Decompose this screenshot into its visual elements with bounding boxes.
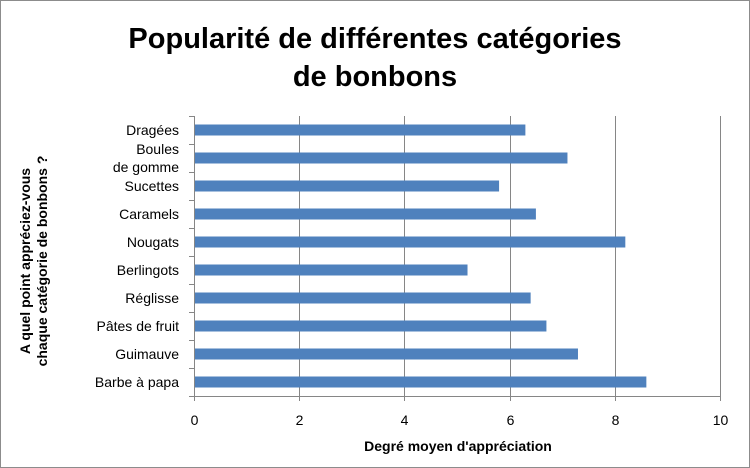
bar-8 [195, 348, 578, 360]
x-tick-label: 6 [507, 412, 515, 428]
y-category-label: de gomme [113, 159, 179, 175]
bar-4 [195, 236, 626, 248]
y-category-label: Boules [136, 141, 179, 157]
x-tick-label: 0 [191, 412, 199, 428]
bar-0 [195, 124, 526, 136]
y-axis-title-line-2: chaque catégorie de bonbons ? [34, 156, 50, 367]
y-axis-title: A quel point appréciez-vous chaque catég… [17, 156, 50, 367]
x-tick-label: 2 [296, 412, 304, 428]
bar-9 [195, 376, 647, 388]
y-category-label: Caramels [119, 206, 179, 222]
bar-layer [195, 124, 647, 388]
bar-5 [195, 264, 468, 276]
x-tick-label: 4 [401, 412, 409, 428]
chart-title-line-2: de bonbons [293, 61, 457, 93]
x-axis-title: Degré moyen d'appréciation [364, 438, 552, 454]
y-category-label: Réglisse [125, 290, 179, 306]
chart-title-line-1: Popularité de différentes catégories [128, 23, 621, 55]
x-tick-label: 8 [612, 412, 620, 428]
y-category-label: Nougats [127, 234, 179, 250]
bar-6 [195, 292, 531, 304]
x-tick-label: 10 [713, 412, 729, 428]
y-category-label: Berlingots [117, 262, 179, 278]
y-category-label: Barbe à papa [95, 374, 179, 390]
bar-2 [195, 180, 500, 192]
bar-1 [195, 152, 568, 164]
y-category-label: Dragées [126, 122, 179, 138]
y-category-label: Pâtes de fruit [97, 318, 180, 334]
bar-7 [195, 320, 547, 332]
bar-3 [195, 208, 536, 220]
y-category-label: Sucettes [125, 178, 179, 194]
y-axis-title-line-1: A quel point appréciez-vous [17, 168, 33, 354]
axis-layer: 0 2 4 6 8 10 Dragées Boules de gomme Sucettes Cara… [95, 116, 729, 428]
y-category-label: Guimauve [115, 346, 179, 362]
